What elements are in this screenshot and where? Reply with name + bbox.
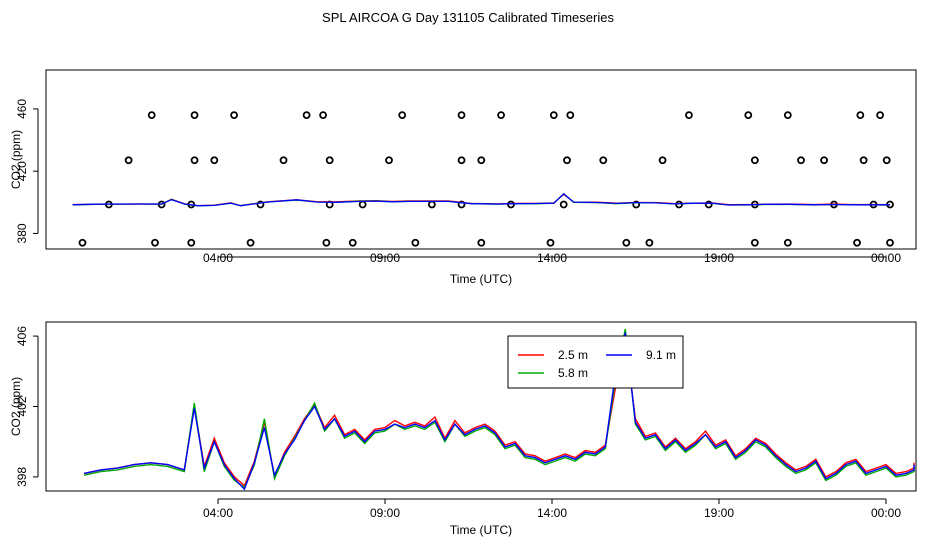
data-point-marker	[563, 156, 571, 165]
y-tick-label: 380	[15, 223, 29, 243]
x-tick-label: 19:00	[704, 251, 734, 265]
data-point-marker	[398, 111, 407, 120]
series-line-91m	[72, 192, 890, 207]
data-point-marker	[882, 156, 891, 165]
data-point-marker	[279, 156, 288, 165]
data-point-marker	[124, 156, 133, 165]
series-line-58m	[83, 328, 915, 489]
data-point-marker	[783, 111, 792, 120]
data-point-marker	[477, 238, 486, 247]
legend-label: 5.8 m	[558, 366, 588, 380]
data-point-marker	[319, 111, 327, 120]
x-axis-label: Time (UTC)	[450, 523, 512, 537]
y-tick-label: 460	[15, 99, 29, 119]
top-panel-scatter: 04:00 09:00 14:00 19:00 00:00 Time (UTC) 380 42…	[9, 69, 917, 286]
data-point-marker	[859, 156, 868, 165]
data-point-marker	[549, 111, 558, 120]
data-point-marker	[820, 156, 828, 165]
x-tick-label: 14:00	[537, 506, 567, 520]
y-axis-label: CO2 (ppm)	[9, 377, 23, 436]
figure-title: SPL AIRCOA G Day 131105 Calibrated Times…	[322, 10, 614, 25]
data-point-marker	[358, 200, 367, 209]
data-point-marker	[750, 156, 759, 165]
data-point-marker	[853, 238, 861, 247]
data-point-marker	[147, 111, 156, 120]
data-point-marker	[886, 238, 894, 247]
x-tick-label: 09:00	[370, 251, 400, 265]
x-axis-label: Time (UTC)	[450, 272, 512, 286]
data-point-marker	[876, 111, 885, 120]
data-point-marker	[744, 111, 753, 120]
data-point-marker	[187, 238, 196, 247]
data-point-marker	[210, 156, 219, 165]
data-point-marker	[385, 156, 393, 165]
data-point-marker	[632, 200, 641, 209]
data-point-marker	[256, 200, 265, 209]
x-tick-label: 04:00	[203, 251, 233, 265]
data-point-marker	[325, 156, 334, 165]
x-tick-label: 00:00	[871, 251, 901, 265]
data-point-marker	[599, 156, 608, 165]
data-point-marker	[457, 200, 466, 209]
x-tick-label: 09:00	[370, 506, 400, 520]
data-point-marker	[704, 200, 713, 209]
data-point-marker	[750, 238, 759, 247]
series-line-25m	[83, 339, 915, 487]
data-point-marker	[645, 238, 654, 247]
y-tick-label: 406	[15, 326, 29, 346]
data-point-marker	[622, 238, 631, 247]
y-tick-label: 398	[15, 467, 29, 487]
data-point-marker	[411, 238, 420, 247]
data-point-marker	[230, 111, 238, 120]
x-tick-label: 00:00	[871, 506, 901, 520]
x-tick-label: 19:00	[704, 506, 734, 520]
legend-label: 2.5 m	[558, 348, 588, 362]
y-tick-label: 420	[15, 161, 29, 181]
data-point-marker	[477, 156, 486, 165]
data-point-marker	[190, 111, 199, 120]
plot-frame	[45, 69, 917, 250]
bottom-panel-lines: 04:00 09:00 14:00 19:00 00:00 Time (UTC) 398 40…	[9, 321, 917, 537]
data-point-marker	[302, 111, 311, 120]
data-point-marker	[685, 111, 693, 120]
data-point-marker	[322, 238, 331, 247]
data-point-marker	[246, 238, 255, 247]
data-point-marker	[457, 111, 466, 120]
data-point-marker	[457, 156, 466, 165]
data-point-marker	[497, 111, 505, 120]
data-point-marker	[190, 156, 199, 165]
data-point-marker	[856, 111, 865, 120]
data-point-marker	[78, 238, 87, 247]
data-point-marker	[797, 156, 805, 165]
data-point-marker	[546, 238, 555, 247]
series-line-91m	[83, 332, 915, 491]
data-point-marker	[783, 238, 792, 247]
data-point-marker	[151, 238, 159, 247]
legend: 2.5 m 9.1 m 5.8 m	[507, 335, 684, 389]
x-tick-label: 14:00	[537, 251, 567, 265]
x-tick-label: 04:00	[203, 506, 233, 520]
y-tick-label: 402	[15, 396, 29, 416]
data-point-marker	[348, 238, 357, 247]
data-point-marker	[559, 200, 568, 209]
data-point-marker	[658, 156, 667, 165]
y-axis-label: CO2 (ppm)	[9, 130, 23, 189]
legend-box	[507, 335, 684, 389]
plot-frame	[45, 321, 917, 492]
legend-label: 9.1 m	[646, 348, 676, 362]
data-point-marker	[427, 200, 436, 209]
data-point-marker	[566, 111, 575, 120]
